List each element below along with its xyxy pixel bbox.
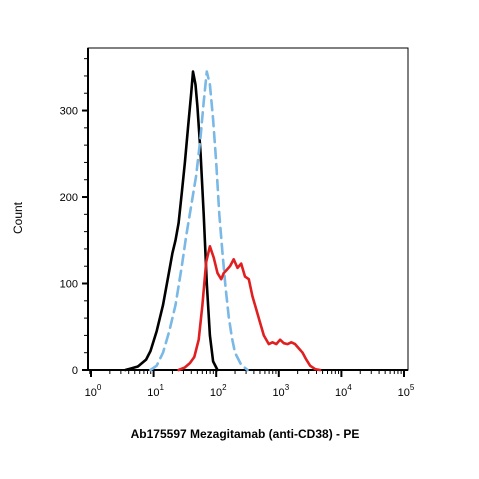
plot-frame [87,47,409,371]
y-tick-label: 300 [60,106,78,118]
series-line-2 [149,70,249,372]
y-axis-label: Count [11,201,25,234]
x-tick-label: 102 [210,383,227,399]
x-tick-label: 101 [147,383,164,399]
series-line-1 [124,70,219,372]
x-tick-label: 104 [335,383,352,399]
y-tick-label: 200 [60,192,78,204]
y-tick-label: 0 [72,365,78,377]
x-tick-label: 105 [398,383,415,399]
series-line-3 [177,245,322,372]
x-tick-label: 103 [272,383,289,399]
x-tick-label: 100 [85,383,102,399]
x-axis-label: Ab175597 Mezagitamab (anti-CD38) - PE [131,427,360,441]
y-tick-label: 100 [60,279,78,291]
